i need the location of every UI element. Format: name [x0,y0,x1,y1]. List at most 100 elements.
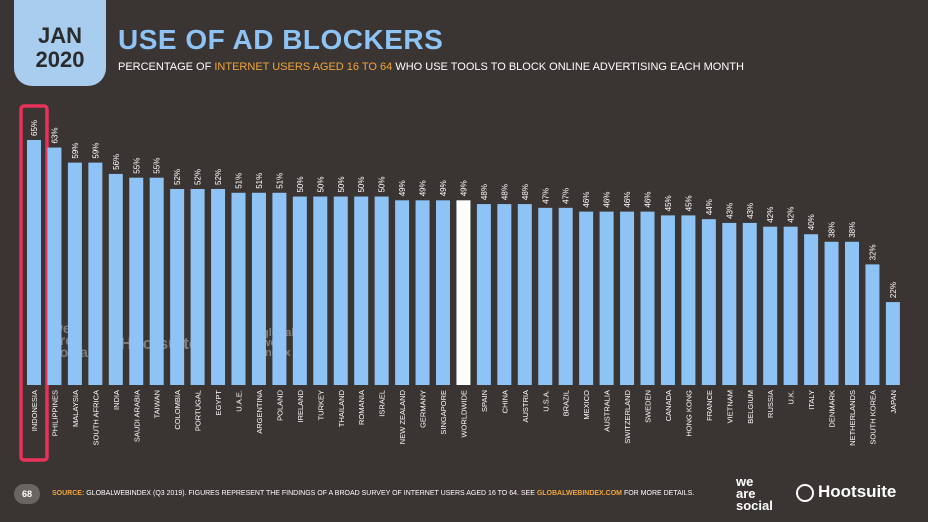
category-label: CHINA [500,390,509,413]
category-label: POLAND [275,389,284,420]
subtitle-pre: PERCENTAGE OF [118,61,215,73]
category-label: EGYPT [214,390,223,416]
hootsuite-text: Hootsuite [818,482,897,501]
bar-malaysia [67,162,82,385]
bar-south-africa [88,162,103,385]
category-label: PHILIPPINES [50,390,59,436]
bar-romania [354,196,369,385]
category-label: GERMANY [419,390,428,428]
value-label: 59% [91,143,100,159]
subtitle-highlight: INTERNET USERS AGED 16 TO 64 [214,61,393,73]
category-label: TAIWAN [153,390,162,418]
value-label: 55% [153,158,162,174]
category-label: SOUTH AFRICA [91,390,100,445]
value-label: 65% [30,120,39,136]
value-label: 52% [214,169,223,185]
bar-japan [885,302,900,385]
source-text: GLOBALWEBINDEX (Q3 2019). FIGURES REPRES… [84,490,537,497]
value-label: 51% [235,173,244,189]
bar-russia [763,226,778,385]
category-label: U.K. [787,390,796,405]
value-label: 40% [807,214,816,230]
value-label: 46% [644,192,653,208]
bar-u-k- [783,226,798,385]
category-label: AUSTRIA [521,390,530,423]
logo-word-we: we [736,474,754,489]
value-label: 46% [603,192,612,208]
value-label: 51% [275,173,284,189]
bar-sweden [640,211,655,385]
bar-germany [415,200,430,385]
value-label: 55% [132,158,141,174]
bar-china [497,204,512,385]
category-label: ROMANIA [357,390,366,425]
bar-argentina [251,192,266,385]
value-label: 47% [562,188,571,204]
category-label: NEW ZEALAND [398,389,407,444]
value-label: 46% [623,192,632,208]
date-year: 2020 [35,47,85,72]
bar-spain [476,204,491,385]
category-label: COLOMBIA [173,390,182,430]
bar-israel [374,196,389,385]
value-label: 47% [541,188,550,204]
category-label: MALAYSIA [71,390,80,427]
category-label: NETHERLANDS [848,390,857,446]
source-note: SOURCE: GLOBALWEBINDEX (Q3 2019). FIGURE… [52,490,694,497]
value-label: 43% [746,203,755,219]
value-label: 22% [889,282,898,298]
value-label: 42% [787,207,796,223]
category-label: U.S.A. [541,390,550,412]
category-label: VIETNAM [725,390,734,423]
category-label: PORTUGAL [194,390,203,431]
page-title: USE OF AD BLOCKERS [118,24,444,55]
bar-portugal [190,189,205,385]
bar-u-s-a- [538,207,553,385]
subtitle-post: WHO USE TOOLS TO BLOCK ONLINE ADVERTISIN… [392,61,744,73]
category-label: SOUTH KOREA [868,390,877,445]
value-label: 48% [480,184,489,200]
category-label: THAILAND [337,389,346,427]
bar-singapore [436,200,450,385]
category-label: SWITZERLAND [623,389,632,443]
date-tab: JAN 2020 [14,0,106,86]
category-label: CANADA [664,390,673,421]
value-label: 45% [684,195,693,211]
hootsuite-logo: Hootsuite [796,482,896,502]
bar-colombia [170,189,185,385]
category-label: ITALY [807,390,816,410]
category-label: SINGAPORE [439,390,448,435]
source-link[interactable]: GLOBALWEBINDEX.COM [536,490,622,497]
category-label: SWEDEN [644,390,653,423]
bar-canada [660,215,675,385]
bar-austria [517,204,532,385]
value-label: 49% [459,180,468,196]
page-subtitle: PERCENTAGE OF INTERNET USERS AGED 16 TO … [118,61,744,73]
value-label: 48% [500,184,509,200]
value-label: 50% [378,177,387,193]
owl-icon [796,483,814,502]
category-label: BELGIUM [746,390,755,424]
bar-u-a-e- [231,192,246,385]
bar-philippines [47,147,62,385]
bar-indonesia [27,140,41,385]
highlight-box [19,104,49,462]
category-label: SPAIN [480,390,489,412]
bar-egypt [211,189,226,385]
bar-denmark [824,241,839,385]
value-label: 42% [766,207,775,223]
bar-ireland [292,196,307,385]
category-label: HONG KONG [684,390,693,437]
bar-netherlands [845,241,859,385]
value-label: 44% [705,199,714,215]
bar-poland [272,192,287,385]
category-label: JAPAN [889,390,898,414]
value-label: 50% [357,177,366,193]
category-label: DENMARK [828,390,837,428]
bar-south-korea [865,264,880,385]
bar-saudi-arabia [129,177,144,385]
bar-hong-kong [681,215,696,385]
category-label: RUSSIA [766,390,775,418]
logo-word-social: social [736,498,773,513]
